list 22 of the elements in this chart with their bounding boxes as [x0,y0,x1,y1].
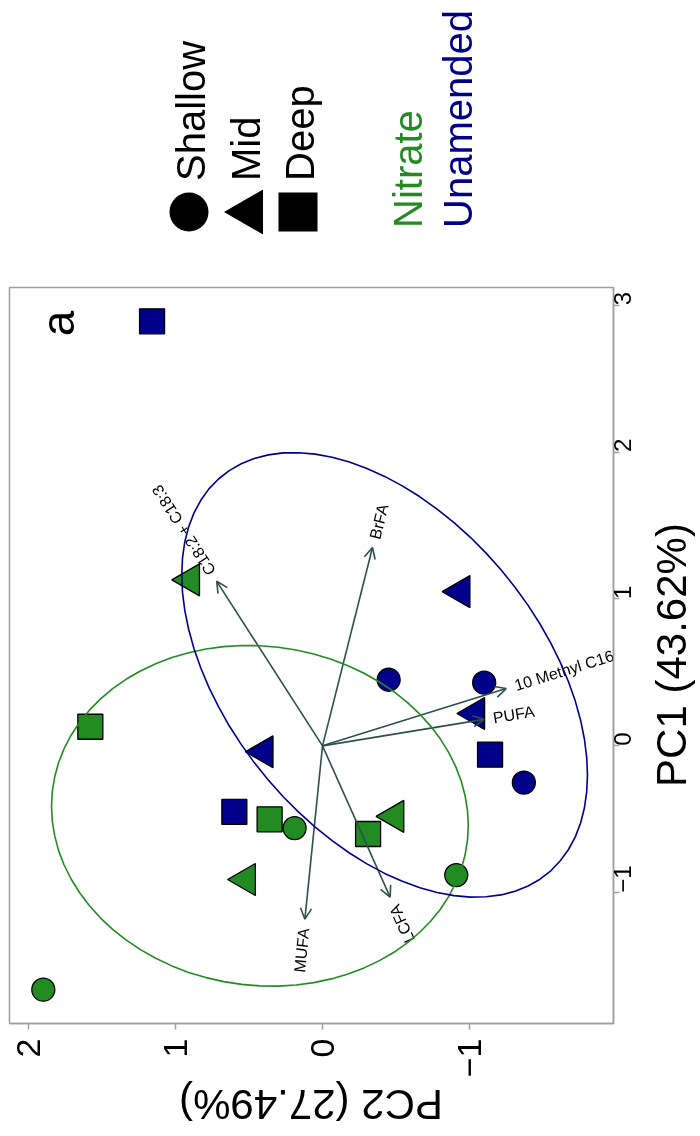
y-tick-label: 0 [609,732,636,746]
x-axis-title: PC2 (27.49%) [179,1080,443,1128]
x-tick-label: 2 [9,1038,48,1058]
annotation: PUFA [491,702,536,727]
chart-title: a [32,310,85,337]
y-axis-title: PC1 (43.62%) [647,523,695,787]
x-tick-label: 1 [156,1038,195,1058]
text: Mid [223,116,268,181]
annotation: LCFA [385,901,418,946]
y-tick-label: 3 [609,291,636,306]
y-tick-label: −1 [609,865,636,893]
annotation: BrFA [366,501,392,541]
x-tick-label: 0 [303,1038,342,1058]
annotation: MUFA [291,926,313,974]
x-tick-label: −1 [449,1038,488,1078]
text: Nitrate [386,110,430,228]
y-tick-label: 2 [609,438,636,453]
text: Shallow [169,40,213,181]
text: Unamended [436,10,480,228]
text: Deep [278,85,322,181]
annotation: 10 Methyl C16 [512,647,616,694]
y-tick-label: 1 [609,585,636,599]
